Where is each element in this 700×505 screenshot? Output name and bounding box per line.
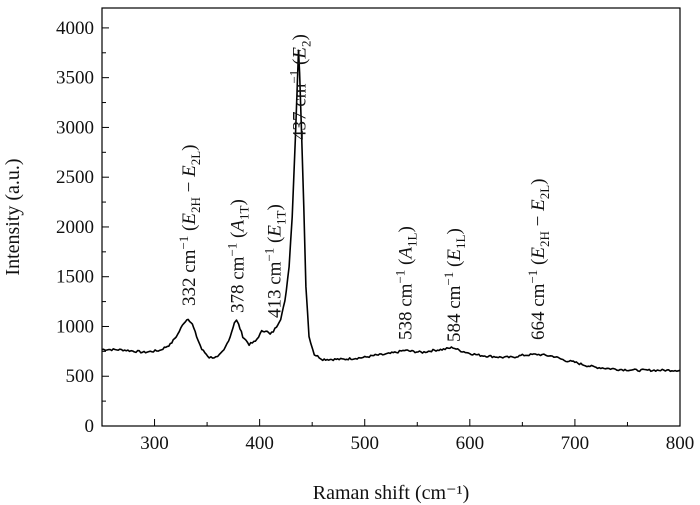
- y-axis-title: Intensity (a.u.): [2, 158, 24, 275]
- peak-exponent: −1: [261, 248, 276, 262]
- peak-mode-sub: 1T: [237, 206, 252, 221]
- x-axis-title: Raman shift (cm⁻¹): [313, 482, 470, 504]
- peak-exponent: −1: [176, 236, 191, 250]
- peak-exponent: −1: [287, 70, 302, 84]
- y-tick-label: 1000: [56, 316, 94, 337]
- plot-frame: [101, 7, 681, 427]
- peak-mode: E: [264, 225, 285, 238]
- peak-mode-sub: 1L: [453, 235, 468, 250]
- peak-mode: A: [396, 247, 417, 261]
- peak-value: 332 cm: [179, 249, 200, 306]
- x-tick-label: 400: [245, 433, 274, 454]
- peak-value: 378 cm: [228, 256, 249, 313]
- peak-annotation: 378 cm−1 (A1T): [225, 199, 252, 313]
- peak-value: 538 cm: [396, 283, 417, 340]
- y-tick-label: 2500: [56, 167, 94, 188]
- peak-annotation: 664 cm−1 (E2H − E2L): [525, 179, 552, 341]
- peak-annotation: 413 cm−1 (E1T): [261, 204, 288, 318]
- peak-mode-2: E: [528, 199, 549, 212]
- y-tick-labels: 0 500 1000 1500 2000 2500 3000 3500 4000: [56, 18, 94, 437]
- y-tick-label: 4000: [56, 18, 94, 39]
- peak-annotation: 584 cm−1 (E1L): [441, 228, 468, 342]
- peak-mode: E: [290, 47, 311, 60]
- y-tick-label: 1500: [56, 267, 94, 288]
- peak-mode-sub: 1L: [405, 233, 420, 248]
- x-tick-labels: 300 400 500 600 700 800: [140, 433, 694, 454]
- peak-value: 413 cm: [264, 261, 285, 318]
- y-tick-label: 3500: [56, 68, 94, 89]
- peak-value: 664 cm: [528, 283, 549, 340]
- peak-annotation: 332 cm−1 (E2H − E2L): [176, 145, 203, 307]
- peak-value: 584 cm: [444, 285, 465, 342]
- y-tick-label: 2000: [56, 217, 94, 238]
- y-tick-label: 500: [66, 366, 95, 387]
- axis-ticks: [101, 27, 681, 427]
- peak-exponent: −1: [441, 272, 456, 286]
- x-tick-label: 700: [561, 433, 590, 454]
- peak-annotation: 538 cm−1 (A1L): [393, 226, 420, 340]
- peak-mode-sub: 1T: [273, 211, 288, 226]
- peak-mode: A: [228, 220, 249, 234]
- x-tick-label: 300: [140, 433, 169, 454]
- peak-annotations: 332 cm−1 (E2H − E2L) 378 cm−1 (A1T) 413 cm…: [176, 34, 552, 342]
- x-tick-label: 500: [350, 433, 379, 454]
- peak-mode: E: [444, 249, 465, 262]
- spectrum-line: [101, 49, 681, 373]
- peak-value: 437 cm: [290, 83, 311, 140]
- peak-exponent: −1: [525, 270, 540, 284]
- peak-exponent: −1: [225, 243, 240, 257]
- x-tick-label: 600: [456, 433, 485, 454]
- peak-mode-2-sub: 2L: [188, 151, 203, 166]
- peak-mode-sub: 2H: [188, 197, 203, 213]
- peak-mode-2-sub: 2L: [537, 185, 552, 200]
- y-tick-label: 0: [85, 416, 95, 437]
- peak-mode: E: [179, 213, 200, 226]
- peak-mode: E: [528, 247, 549, 260]
- peak-mode-sub: 2: [299, 41, 314, 48]
- peak-mode-sub: 2H: [537, 231, 552, 247]
- peak-exponent: −1: [393, 270, 408, 284]
- y-tick-label: 3000: [56, 117, 94, 138]
- x-tick-label: 800: [666, 433, 695, 454]
- peak-mode-2: E: [179, 165, 200, 178]
- peak-annotation: 437 cm−1 (E2): [287, 34, 314, 140]
